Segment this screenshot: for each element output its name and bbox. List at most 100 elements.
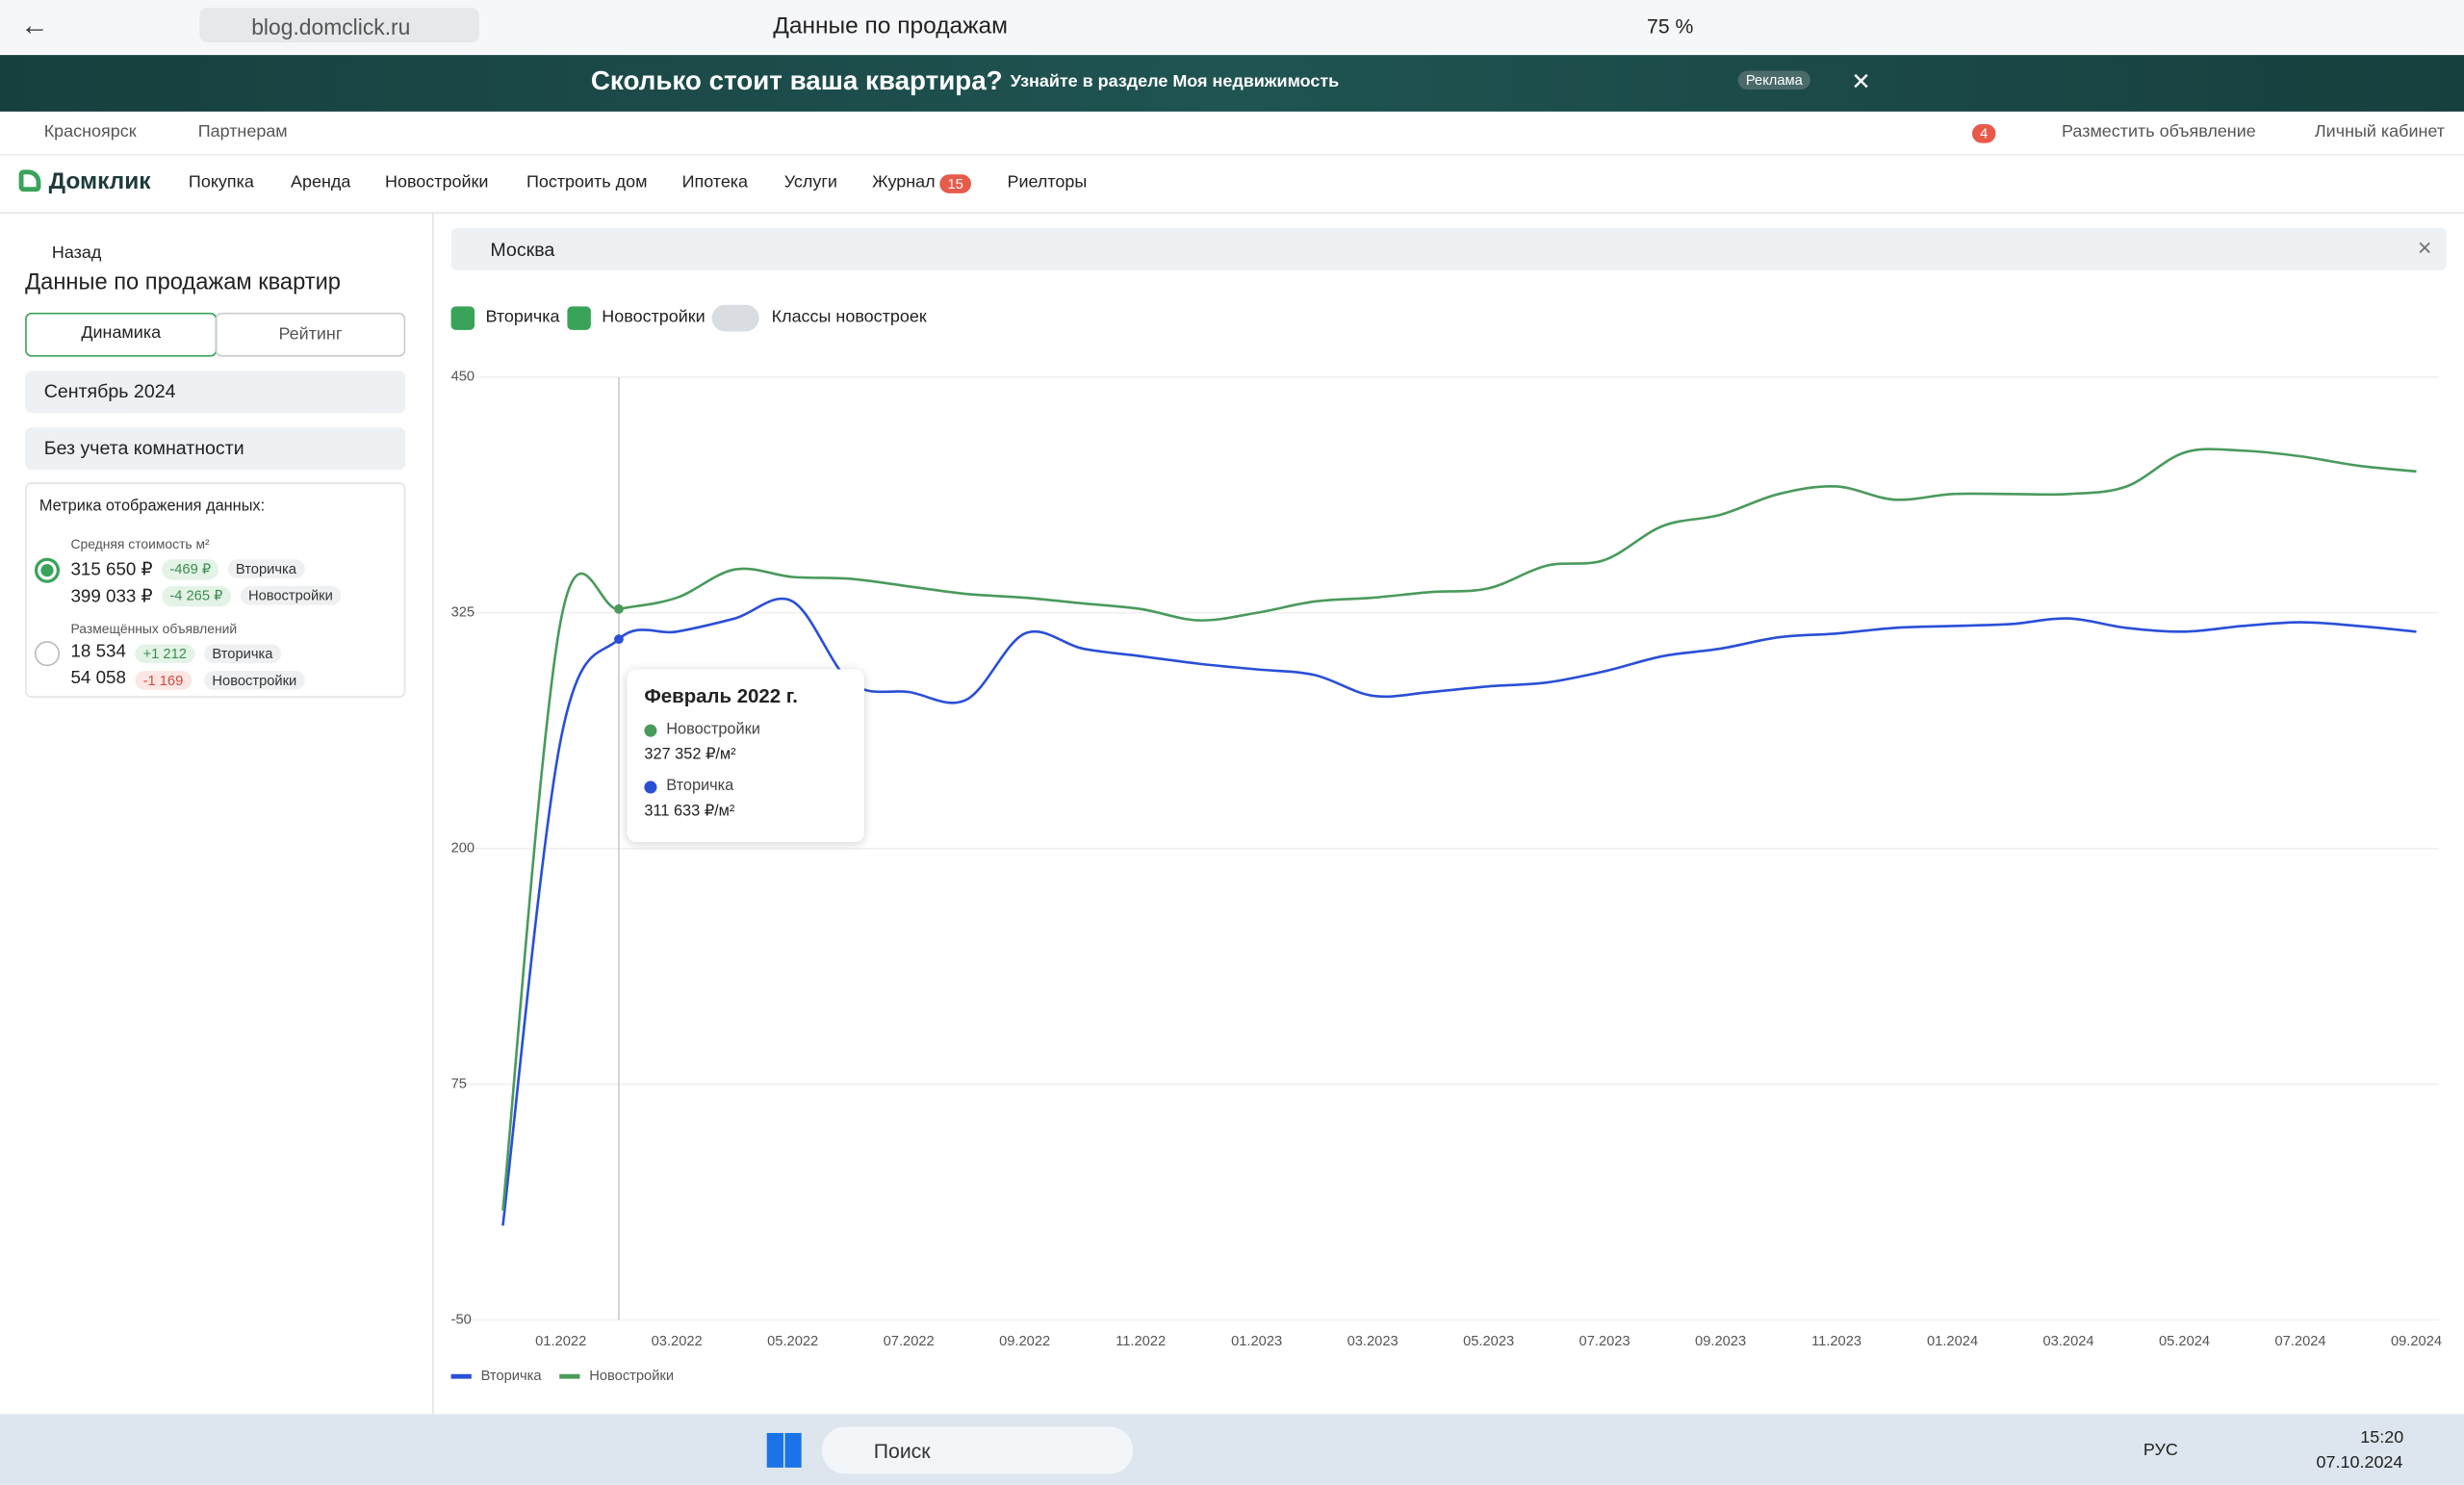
tab-title: Данные по продажам: [773, 13, 1008, 39]
city[interactable]: Красноярск: [43, 122, 137, 141]
nav-item[interactable]: Аренда: [291, 172, 351, 192]
metric-value: 399 033 ₽: [70, 587, 153, 607]
x-tick-label: 05.2023: [1463, 1334, 1514, 1349]
tooltip-dot: [644, 724, 657, 737]
tooltip-value: 311 633 ₽/м²: [644, 803, 735, 821]
url: blog.domclick.ru: [251, 13, 411, 39]
back-link[interactable]: Назад: [51, 243, 102, 263]
tooltip-name: Новостройки: [666, 721, 760, 739]
metric-tag: Вторичка: [227, 559, 305, 578]
metric-delta: -1 169: [135, 671, 192, 690]
x-tick-label: 01.2023: [1231, 1334, 1282, 1349]
hover-point: [614, 603, 624, 614]
legend-label: Новостройки: [589, 1369, 674, 1384]
post-ad[interactable]: Разместить объявление: [2062, 122, 2256, 141]
banner[interactable]: [0, 55, 2464, 112]
legend-label: Вторичка: [481, 1369, 543, 1384]
page-title: Данные по продажам квартир: [25, 269, 341, 295]
metric-delta: +1 212: [135, 644, 195, 663]
x-tick-label: 01.2024: [1927, 1334, 1978, 1349]
radio[interactable]: [34, 641, 61, 667]
metric-label: Размещённых объявлений: [70, 620, 238, 637]
metric-box: [25, 482, 406, 698]
filter-label: Новостройки: [602, 307, 706, 327]
logo-icon: [18, 169, 41, 192]
start-button[interactable]: [766, 1432, 802, 1468]
x-tick-label: 11.2022: [1116, 1334, 1166, 1349]
x-tick-label: 07.2022: [884, 1334, 935, 1349]
nav-item[interactable]: Новостройки: [384, 172, 489, 192]
x-tick-label: 07.2023: [1579, 1334, 1630, 1349]
metric-value: 18 534: [70, 642, 126, 662]
tooltip-dot: [644, 781, 657, 794]
metric-value: 315 650 ₽: [70, 560, 153, 580]
radio-selected[interactable]: [34, 557, 61, 583]
nav-bar: [0, 153, 2464, 215]
x-tick-label: 03.2022: [652, 1334, 703, 1349]
x-tick-label: 07.2024: [2274, 1334, 2325, 1349]
metric-tag: Вторичка: [204, 644, 281, 663]
y-tick-label: 200: [451, 841, 475, 857]
y-tick-label: 450: [451, 370, 475, 385]
cabinet[interactable]: Личный кабинет: [2314, 122, 2446, 141]
checkbox[interactable]: [567, 306, 591, 330]
taskbar-search-text: Поиск: [873, 1439, 931, 1463]
back-button[interactable]: ←: [20, 9, 49, 41]
line: [501, 597, 2417, 1226]
search-clear[interactable]: ✕: [2417, 237, 2433, 260]
nav-item[interactable]: Услуги: [783, 172, 837, 192]
notification-badge: 4: [1971, 123, 1996, 143]
hover-point: [614, 634, 624, 645]
logo[interactable]: Домклик: [48, 167, 151, 195]
x-tick-label: 11.2023: [1811, 1334, 1861, 1349]
x-tick-label: 01.2022: [535, 1334, 586, 1349]
checkbox[interactable]: [450, 306, 475, 330]
y-tick-label: -50: [451, 1312, 472, 1327]
nav-item[interactable]: Построить дом: [526, 172, 648, 192]
filter-label: Классы новостроек: [771, 307, 927, 327]
toggle[interactable]: [711, 304, 759, 332]
zoom[interactable]: 75 %: [1647, 13, 1694, 38]
x-tick-label: 03.2024: [2043, 1334, 2094, 1349]
metric-value: 54 058: [70, 669, 126, 689]
address-bar[interactable]: [199, 8, 479, 43]
nav-item[interactable]: Ипотека: [681, 172, 749, 192]
x-tick-label: 09.2023: [1695, 1334, 1746, 1349]
banner-subtitle: Узнайте в разделе Моя недвижимость: [1010, 72, 1340, 91]
tooltip-name: Вторичка: [666, 778, 734, 796]
rooms-select[interactable]: Без учета комнатности: [25, 427, 406, 471]
tooltip-title: Февраль 2022 г.: [644, 684, 798, 707]
clock-time: 15:20: [2360, 1428, 2404, 1447]
language[interactable]: РУС: [2143, 1441, 2178, 1460]
x-tick-label: 05.2024: [2159, 1334, 2210, 1349]
nav-item[interactable]: Журнал: [872, 172, 936, 192]
journal-badge: 15: [939, 174, 972, 193]
metric-tag: Новостройки: [204, 671, 305, 690]
x-tick-label: 03.2023: [1348, 1334, 1399, 1349]
taskbar: [0, 1414, 2464, 1485]
nav-item[interactable]: Риелторы: [1007, 172, 1088, 192]
y-tick-label: 75: [451, 1076, 467, 1091]
y-tick-label: 325: [451, 605, 475, 621]
metric-label: Средняя стоимость м²: [70, 535, 210, 552]
tab[interactable]: Рейтинг: [215, 312, 406, 357]
x-tick-label: 09.2022: [999, 1334, 1050, 1349]
search-box[interactable]: [450, 227, 2448, 270]
ad-label: Реклама: [1737, 70, 1810, 90]
nav-item[interactable]: Покупка: [188, 172, 254, 192]
banner-title: Сколько стоит ваша квартира?: [590, 65, 1003, 96]
metric-delta: -4 265 ₽: [162, 585, 231, 607]
taskbar-search[interactable]: [821, 1426, 1134, 1474]
filter-label: Вторичка: [485, 307, 560, 327]
banner-close[interactable]: ✕: [1851, 68, 1871, 96]
x-tick-label: 09.2024: [2391, 1334, 2442, 1349]
period-select[interactable]: Сентябрь 2024: [25, 371, 406, 414]
x-tick-label: 05.2022: [767, 1334, 818, 1349]
sidebar-border: [431, 212, 434, 1415]
partners[interactable]: Партнерам: [197, 122, 288, 141]
clock-date: 07.10.2024: [2316, 1453, 2403, 1472]
tooltip-value: 327 352 ₽/м²: [644, 746, 736, 764]
metric-tag: Новостройки: [240, 585, 342, 605]
